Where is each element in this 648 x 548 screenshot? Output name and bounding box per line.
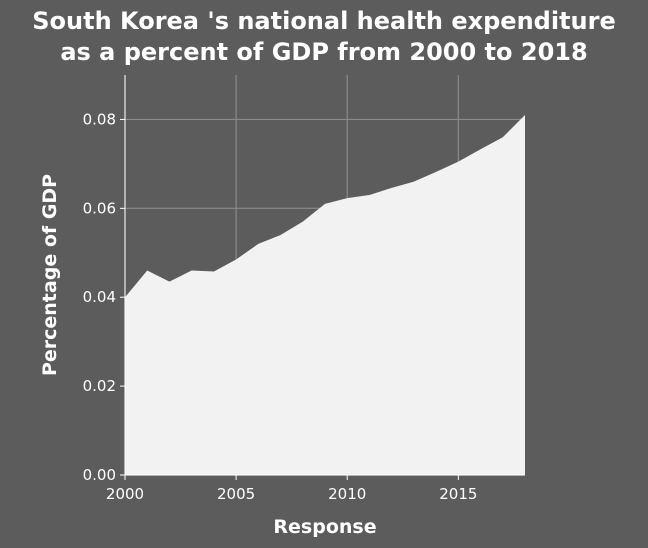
x-tick-label: 2010 (328, 485, 366, 503)
chart-title-line-1: South Korea 's national health expenditu… (32, 7, 616, 35)
area-series (125, 115, 525, 475)
y-tick-label: 0.02 (83, 377, 116, 395)
y-tick-label: 0.04 (83, 288, 116, 306)
chart-title-line-2: as a percent of GDP from 2000 to 2018 (60, 38, 587, 66)
y-tick-label: 0.08 (83, 110, 116, 128)
axes: 2000 2005 2010 2015 0.00 0.02 0.04 0.06 0.08 (83, 75, 525, 503)
y-axis-label: Percentage of GDP (39, 174, 61, 376)
x-tick-label: 2005 (217, 485, 255, 503)
x-tick-label: 2015 (439, 485, 477, 503)
y-tick-label: 0.00 (83, 466, 116, 484)
x-tick-label: 2000 (106, 485, 144, 503)
x-axis-label: Response (273, 516, 376, 538)
y-tick-label: 0.06 (83, 199, 116, 217)
